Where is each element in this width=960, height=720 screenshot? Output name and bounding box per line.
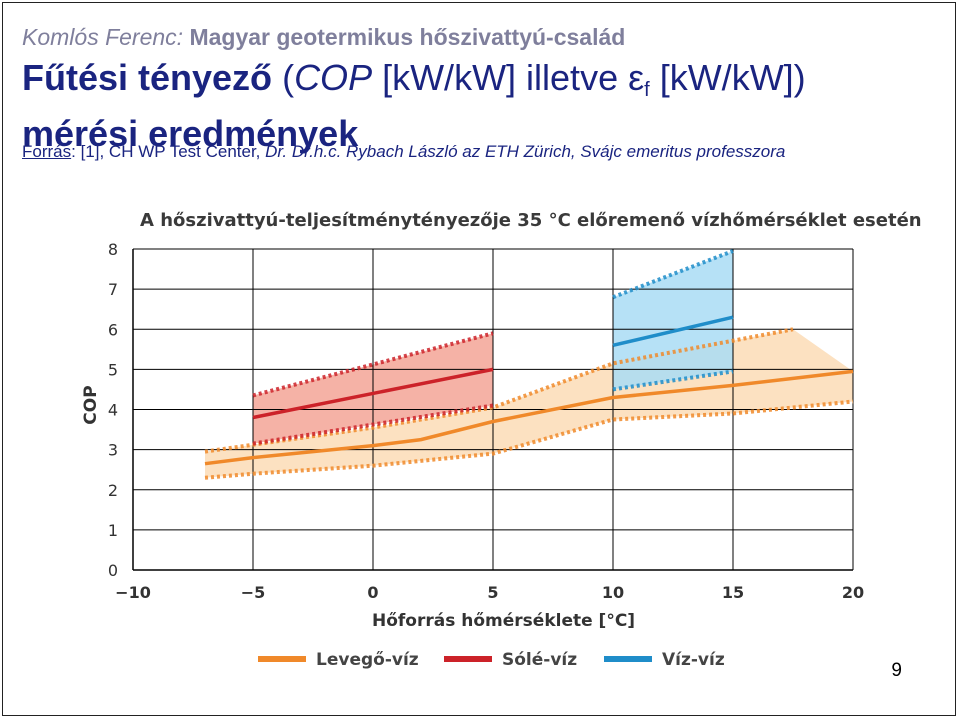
series-line-levego (204, 369, 854, 466)
y-axis-label: COP (81, 385, 101, 424)
x-tick-label: 0 (367, 583, 378, 602)
x-axis-label: Hőforrás hőmérséklete [°C] (372, 611, 635, 631)
slide-title-line1: Fűtési tényező (COP [kW/kW] illetve εf [… (22, 56, 806, 112)
legend-label-sole: Sólé-víz (502, 650, 577, 670)
slide-title: Fűtési tényező (COP [kW/kW] illetve εf [… (22, 56, 806, 156)
y-tick-label: 4 (108, 401, 118, 420)
series-line-sole (252, 367, 494, 420)
band-edge-sole-lower (252, 403, 494, 446)
header-author: Komlós Ferenc: (22, 24, 184, 50)
y-tick-label: 7 (108, 280, 118, 299)
y-tick-label: 6 (108, 320, 118, 339)
band-viz (613, 251, 733, 390)
slide-title-line2: mérési eredmények (22, 113, 359, 154)
chart-title: A hőszivattyú-teljesítménytényezője 35 °… (140, 210, 922, 231)
x-tick-label: 5 (487, 583, 498, 602)
y-tick-label: 5 (108, 360, 118, 379)
source-text: : [1], CH WP Test Center, (71, 142, 266, 161)
slide-header: Komlós Ferenc: Magyar geotermikus hősziv… (22, 24, 625, 51)
page-number: 9 (891, 660, 902, 681)
band-edge-levego-lower (204, 399, 854, 480)
source-author: Dr. Dr.h.c. Rybach László az ETH Zürich,… (265, 142, 786, 161)
legend-label-levego: Levegő-víz (316, 650, 419, 670)
y-tick-label: 3 (108, 441, 118, 460)
y-tick-label: 8 (108, 240, 118, 259)
y-tick-label: 2 (108, 481, 118, 500)
y-tick-label: 0 (108, 561, 118, 580)
source-label: Forrás (22, 142, 72, 161)
x-tick-label: 20 (842, 583, 864, 602)
title-part-futesi: Fűtési tényező (22, 57, 273, 98)
x-tick-label: −5 (241, 583, 266, 602)
title-part-paren: ( (272, 57, 295, 98)
source-line: Forrás: [1], CH WP Test Center, Dr. Dr.h… (22, 142, 785, 162)
x-tick-label: 15 (722, 583, 744, 602)
title-part-unit: [kW/kW] illetve ε (372, 57, 645, 98)
y-tick-label: 1 (108, 521, 118, 540)
legend-label-viz: Víz-víz (662, 650, 725, 670)
header-title: Magyar geotermikus hőszivattyú-család (189, 24, 626, 50)
series-line-viz (612, 315, 734, 348)
title-part-cop: COP (294, 57, 373, 98)
title-subscript: f (644, 79, 650, 101)
x-tick-label: −10 (115, 583, 151, 602)
x-tick-label: 10 (602, 583, 624, 602)
band-edge-sole-upper (252, 331, 494, 398)
band-edge-levego-upper (204, 327, 794, 454)
band-edge-viz-lower (612, 369, 734, 392)
title-part-unit2: [kW/kW]) (649, 57, 806, 98)
